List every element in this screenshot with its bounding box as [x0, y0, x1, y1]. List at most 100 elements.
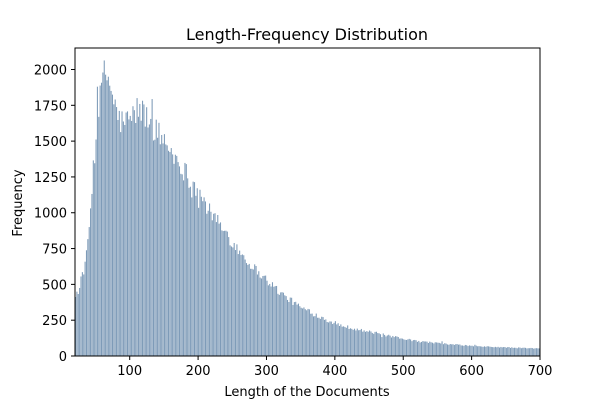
histogram-bar	[485, 346, 487, 356]
histogram-bar	[496, 347, 498, 356]
histogram-bar	[486, 346, 488, 356]
histogram-bar	[107, 76, 109, 356]
histogram-bar	[111, 94, 113, 357]
histogram-bar	[478, 346, 480, 356]
histogram-bar	[124, 124, 126, 357]
histogram-bar	[286, 299, 289, 356]
histogram-bar	[397, 337, 399, 356]
plot-area	[74, 47, 541, 357]
histogram-bar	[314, 316, 316, 356]
y-tick-label: 1000	[34, 207, 67, 222]
histogram-bar	[436, 342, 438, 356]
histogram-bar	[505, 347, 507, 356]
histogram-bar	[493, 347, 495, 356]
histogram-bar	[388, 334, 390, 356]
histogram-bar	[271, 282, 274, 356]
histogram-bar	[155, 119, 157, 356]
histogram-bar	[243, 255, 245, 356]
histogram-bar	[118, 110, 120, 356]
histogram-bar	[318, 317, 320, 356]
histogram-bar	[377, 333, 379, 356]
histogram-bar	[338, 325, 341, 356]
histogram-bar	[81, 272, 83, 356]
histogram-bar	[215, 222, 217, 356]
histogram-bar	[299, 306, 301, 356]
y-axis: 0 250 500 750 1000 1250 1500 1750 2000	[34, 63, 75, 365]
histogram-bar	[136, 98, 138, 356]
histogram-bar	[460, 345, 462, 356]
histogram-bar	[415, 340, 417, 356]
histogram-bar	[193, 182, 196, 356]
histogram-bar	[224, 230, 226, 356]
histogram-bar	[170, 148, 172, 356]
histogram-bar	[173, 163, 175, 356]
histogram-bar	[206, 213, 208, 356]
histogram-bar	[524, 347, 527, 356]
histogram-bar	[261, 278, 263, 356]
histogram-bar	[95, 139, 97, 356]
histogram-bar	[83, 274, 85, 356]
x-tick-label: 600	[459, 364, 484, 379]
histogram-bar	[92, 160, 94, 356]
histogram-bar	[131, 120, 133, 356]
histogram-bar	[221, 230, 223, 356]
histogram-bar	[332, 324, 334, 356]
histogram-bar	[280, 292, 282, 356]
histogram-bar	[534, 348, 536, 356]
histogram-bar	[451, 344, 453, 356]
histogram-bar	[289, 297, 291, 356]
histogram-bar	[188, 187, 190, 356]
histogram-bar	[347, 325, 349, 356]
histogram-bar	[456, 344, 458, 356]
histogram-bar	[329, 321, 331, 356]
histogram-bar	[233, 242, 235, 356]
histogram-bar	[503, 347, 505, 356]
x-axis: 100 200 300 400 500 600 700	[117, 356, 552, 379]
histogram-bar	[523, 347, 525, 356]
histogram-bar	[76, 291, 78, 356]
histogram-bar	[165, 144, 167, 356]
histogram-bar	[228, 237, 230, 356]
histogram-bar	[125, 112, 127, 357]
histogram-bar	[358, 330, 360, 356]
histogram-bar	[462, 345, 464, 356]
histogram-bar	[126, 111, 129, 356]
histogram-bar	[281, 292, 283, 356]
histogram-bar	[195, 195, 197, 356]
histogram-bar	[326, 322, 328, 356]
histogram-bar	[142, 100, 144, 356]
histogram-bar	[277, 293, 279, 356]
histogram-bar	[382, 333, 384, 356]
histogram-bar	[321, 316, 323, 356]
histogram-bar	[252, 269, 254, 356]
histogram-bar	[519, 347, 521, 356]
histogram-bar	[501, 347, 503, 356]
x-tick-label: 700	[528, 364, 553, 379]
histogram-bar	[404, 339, 406, 356]
histogram-bar	[191, 197, 193, 356]
histogram-bar	[463, 345, 465, 356]
histogram-bar	[401, 338, 403, 356]
histogram-bar	[497, 346, 499, 356]
histogram-bar	[444, 343, 446, 356]
histogram-bar	[192, 181, 194, 356]
histogram-bar	[337, 323, 339, 356]
histogram-bar	[355, 330, 357, 356]
histogram-bar	[87, 239, 89, 356]
histogram-bar	[177, 162, 179, 356]
histogram-bar	[429, 341, 431, 356]
histogram-bar	[483, 346, 485, 356]
histogram-bar	[105, 74, 107, 357]
histogram-bar	[518, 347, 520, 356]
histogram-bar	[442, 344, 444, 356]
y-tick-label: 750	[42, 243, 67, 258]
histogram-bar	[236, 244, 238, 356]
x-tick-label: 300	[254, 364, 279, 379]
histogram-bar	[479, 346, 481, 356]
histogram-bar	[488, 346, 490, 356]
histogram-bar	[343, 326, 345, 356]
histogram-bar	[267, 285, 269, 356]
histogram-bar	[515, 347, 517, 356]
histogram-bar	[204, 201, 206, 356]
histogram-bar	[457, 344, 460, 356]
